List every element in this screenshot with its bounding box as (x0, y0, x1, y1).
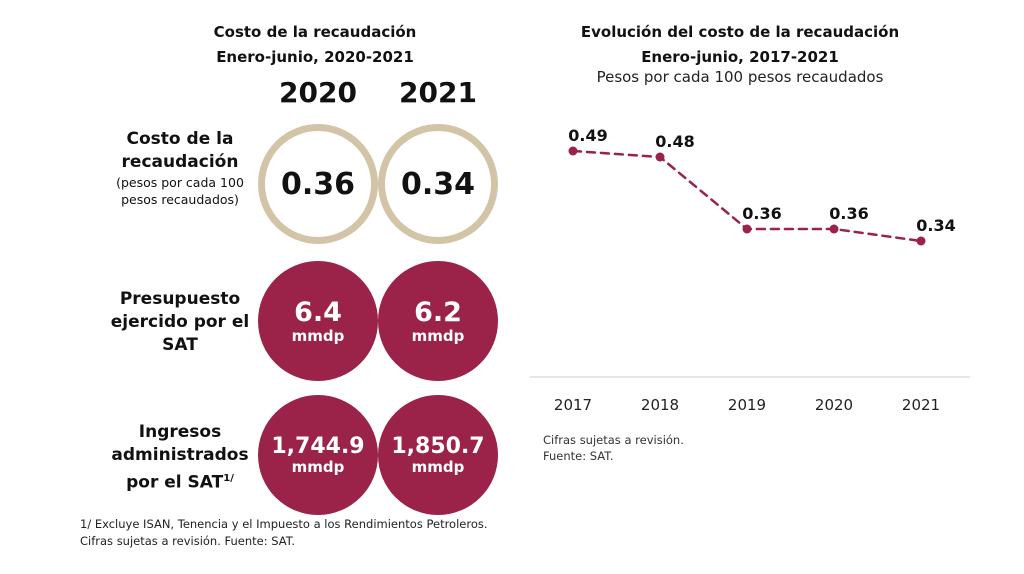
chart-title: Evolución del costo de la recaudación En… (560, 20, 920, 70)
data-point (742, 224, 752, 234)
ingresos-2020-disc: 1,744.9 mmdp (258, 395, 378, 515)
data-label: 0.34 (916, 216, 955, 235)
left-title-line1: Costo de la recaudación (213, 23, 417, 41)
left-panel-title: Costo de la recaudación Enero-junio, 202… (150, 20, 480, 70)
costo-2020-value: 0.36 (280, 166, 356, 202)
unit-label: mmdp (411, 326, 465, 345)
costo-2020-ring: 0.36 (258, 124, 378, 244)
data-point (916, 236, 926, 246)
ingresos-2021-disc: 1,850.7 mmdp (378, 395, 498, 515)
chart-note-line: Cifras sujetas a revisión. (543, 433, 684, 447)
left-footnote: 1/ Excluye ISAN, Tenencia y el Impuesto … (80, 516, 488, 550)
footnote-line: Cifras sujetas a revisión. Fuente: SAT. (80, 534, 296, 548)
row-sublabel-line: pesos recaudados) (121, 192, 239, 207)
row-sublabel-line: (pesos por cada 100 (116, 175, 244, 190)
year-header-2020: 2020 (279, 76, 357, 109)
x-tick-label: 2019 (728, 396, 766, 414)
data-point (568, 146, 578, 156)
data-label: 0.49 (568, 126, 607, 145)
x-tick-label: 2021 (902, 396, 940, 414)
row-label-line: por el SAT1/ (80, 467, 280, 495)
row-label-line: Presupuesto (119, 289, 241, 309)
row-label-line: SAT (162, 335, 198, 355)
row-label-line: ejercido por el (110, 312, 250, 332)
unit-label: mmdp (291, 458, 345, 477)
row-label-costo: Costo de la recaudación (pesos por cada … (80, 128, 280, 208)
row-label-ingresos: Ingresos administrados por el SAT1/ (80, 421, 280, 495)
x-tick-label: 2018 (641, 396, 679, 414)
row-label-presupuesto: Presupuesto ejercido por el SAT (80, 288, 280, 357)
row-label-line: recaudación (121, 152, 239, 172)
year-header-2021: 2021 (399, 76, 477, 109)
left-title-line2: Enero-junio, 2020-2021 (216, 48, 414, 66)
presupuesto-2021-disc: 6.2 mmdp (378, 261, 498, 381)
presupuesto-2021-value: 6.2 (414, 296, 462, 328)
data-label: 0.36 (829, 204, 868, 223)
chart-source-note: Cifras sujetas a revisión. Fuente: SAT. (543, 432, 684, 464)
x-tick-label: 2020 (815, 396, 853, 414)
data-point (655, 152, 665, 162)
data-point (829, 224, 839, 234)
ingresos-2021-value: 1,850.7 (391, 433, 485, 459)
data-label: 0.36 (742, 204, 781, 223)
unit-label: mmdp (291, 326, 345, 345)
costo-2021-ring: 0.34 (378, 124, 498, 244)
footnote-marker: 1/ (223, 473, 234, 484)
chart-subtitle: Enero-junio, 2017-2021 (641, 48, 839, 66)
chart-title-line1: Evolución del costo de la recaudación (580, 23, 900, 41)
costo-2021-value: 0.34 (400, 166, 476, 202)
data-label: 0.48 (655, 132, 694, 151)
row-label-line: Costo de la (126, 129, 234, 149)
presupuesto-2020-value: 6.4 (294, 296, 342, 328)
x-tick-label: 2017 (554, 396, 592, 414)
chart-unit-note: Pesos por cada 100 pesos recaudados (596, 68, 884, 86)
row-label-line: Ingresos (138, 422, 222, 442)
footnote-line: 1/ Excluye ISAN, Tenencia y el Impuesto … (80, 517, 488, 531)
unit-label: mmdp (411, 458, 465, 477)
line-chart: 0.49 0.48 0.36 0.36 0.34 2017 2018 2019 2020 2021 (530, 126, 970, 414)
row-label-line: administrados (111, 445, 249, 465)
presupuesto-2020-disc: 6.4 mmdp (258, 261, 378, 381)
chart-note-line: Fuente: SAT. (543, 449, 614, 463)
ingresos-2020-value: 1,744.9 (271, 433, 365, 459)
row-label-text: por el SAT (126, 472, 224, 493)
